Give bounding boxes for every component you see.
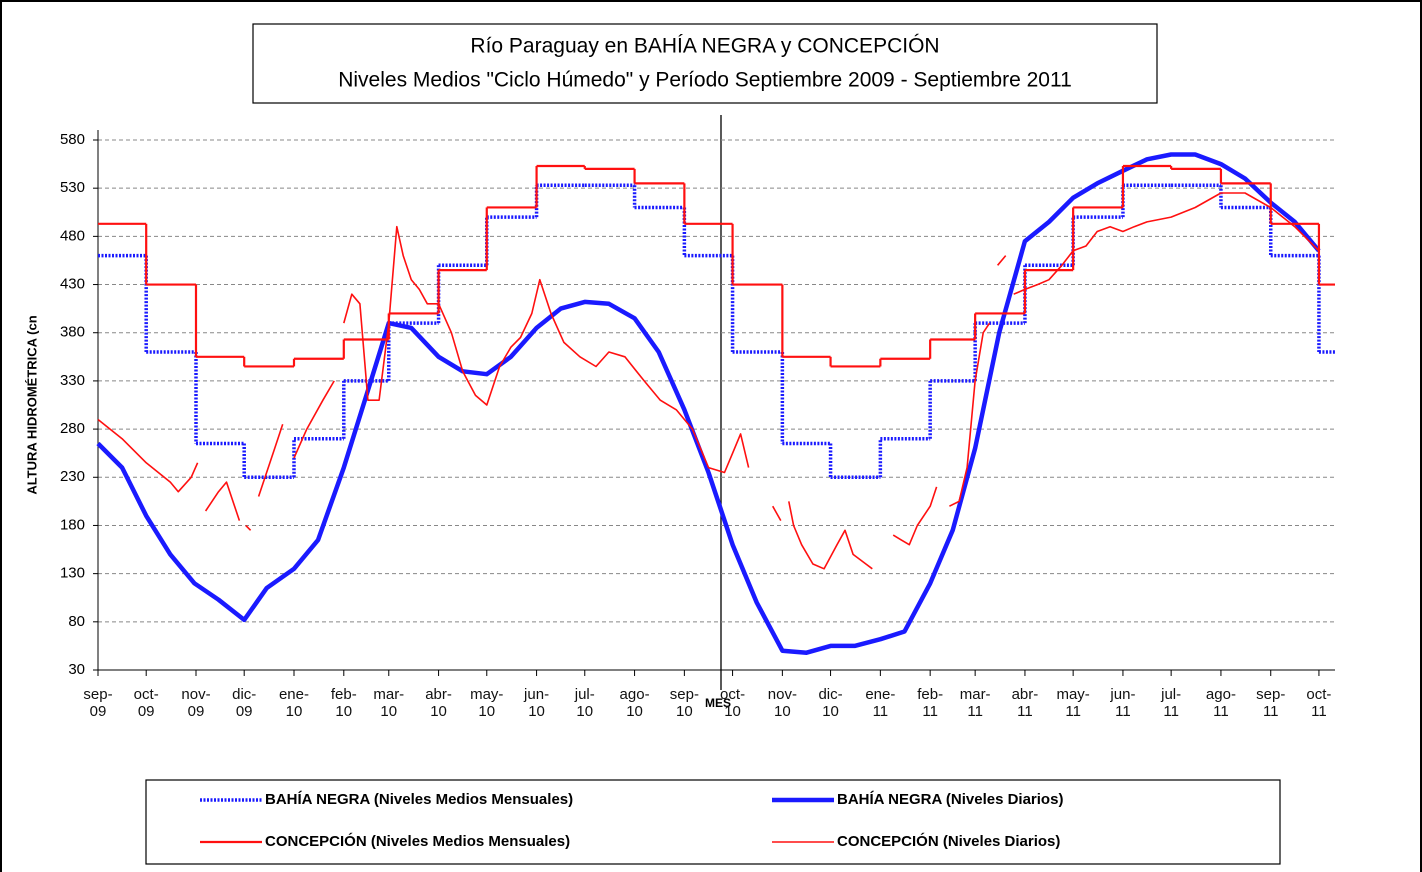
x-tick-label: oct-10 <box>720 686 746 720</box>
x-tick-label: ene-10 <box>278 686 309 720</box>
x-tick-label: jul-11 <box>1161 686 1182 720</box>
x-tick-label: dic-09 <box>232 686 257 720</box>
y-tick-label: 230 <box>60 468 85 485</box>
y-tick-label: 180 <box>60 516 85 533</box>
x-tick-label: abr-11 <box>1011 686 1039 720</box>
x-tick-label: feb-10 <box>330 686 357 720</box>
x-tick-label: jun-10 <box>524 686 550 720</box>
x-tick-label: dic-10 <box>818 686 843 720</box>
x-tick-label: feb-11 <box>917 686 944 720</box>
series-line <box>97 192 1320 570</box>
x-tick-label: jun-11 <box>1110 686 1136 720</box>
y-tick-label: 280 <box>60 420 85 437</box>
x-tick-label: ene-11 <box>865 686 896 720</box>
chart-subtitle: Niveles Medios "Ciclo Húmedo" y Período … <box>338 69 1072 92</box>
x-tick-label: jul-10 <box>574 686 595 720</box>
title-box <box>252 23 1158 104</box>
y-tick-label: 480 <box>60 227 85 244</box>
plot-area: 30 80 130 180 230 280 330 380 430 480 530 580 <box>60 130 1335 678</box>
legend-label: BAHÍA NEGRA (Niveles Diarios) <box>837 791 1063 808</box>
legend-label: CONCEPCIÓN (Niveles Medios Mensuales) <box>265 832 570 850</box>
y-axis-label: ALTURA HIDROMÉTRICA (cn <box>24 315 39 494</box>
x-tick-label: nov-09 <box>181 686 211 720</box>
y-tick-label: 530 <box>60 179 85 196</box>
y-tick-label: 30 <box>68 661 85 678</box>
y-tick-label: 580 <box>60 131 85 148</box>
x-tick-label: sep-10 <box>669 686 699 720</box>
chart-title: Río Paraguay en BAHÍA NEGRA y CONCEPCIÓN <box>470 35 939 58</box>
y-tick-label: 430 <box>60 276 85 293</box>
legend-label: CONCEPCIÓN (Niveles Diarios) <box>837 832 1060 850</box>
x-tick-label: nov-10 <box>767 686 797 720</box>
x-tick-label: mar-10 <box>373 686 405 720</box>
x-tick-label: oct-11 <box>1306 686 1332 720</box>
y-tick-label: 330 <box>60 372 85 389</box>
x-tick-label: sep-11 <box>1256 686 1286 720</box>
x-tick-label: mar-11 <box>959 686 991 720</box>
x-tick-label: ago-10 <box>619 686 650 720</box>
x-tick-label: sep-09 <box>83 686 113 720</box>
legend: BAHÍA NEGRA (Niveles Medios Mensuales) BA… <box>200 791 1063 850</box>
x-tick-label: oct-09 <box>133 686 159 720</box>
x-tick-label: abr-10 <box>425 686 452 720</box>
y-tick-label: 130 <box>60 565 85 582</box>
x-tick-label: may-11 <box>1056 686 1090 720</box>
y-tick-label: 380 <box>60 324 85 341</box>
legend-box <box>145 779 1281 865</box>
legend-label: BAHÍA NEGRA (Niveles Medios Mensuales) <box>265 791 573 808</box>
x-tick-label: may-10 <box>470 686 504 720</box>
y-tick-label: 80 <box>68 613 85 630</box>
x-tick-label: ago-11 <box>1205 686 1236 720</box>
x-axis-label: MES <box>705 696 731 710</box>
series-line <box>96 152 1321 655</box>
